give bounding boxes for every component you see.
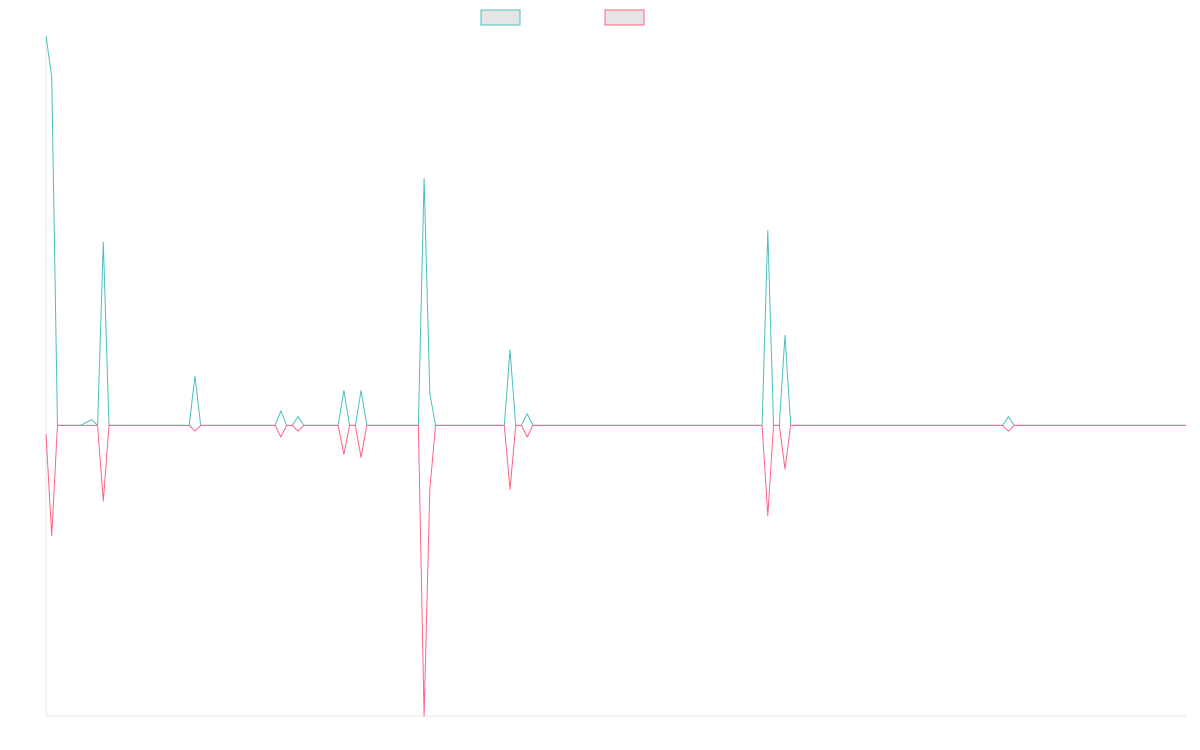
axes bbox=[45, 36, 1186, 717]
series-layer bbox=[45, 35, 1186, 717]
series-line-2 bbox=[45, 424, 1186, 717]
legend-swatch-1[interactable] bbox=[480, 9, 521, 26]
legend-swatch-2[interactable] bbox=[604, 9, 645, 26]
series-line-1 bbox=[45, 35, 1186, 426]
legend bbox=[480, 9, 645, 26]
